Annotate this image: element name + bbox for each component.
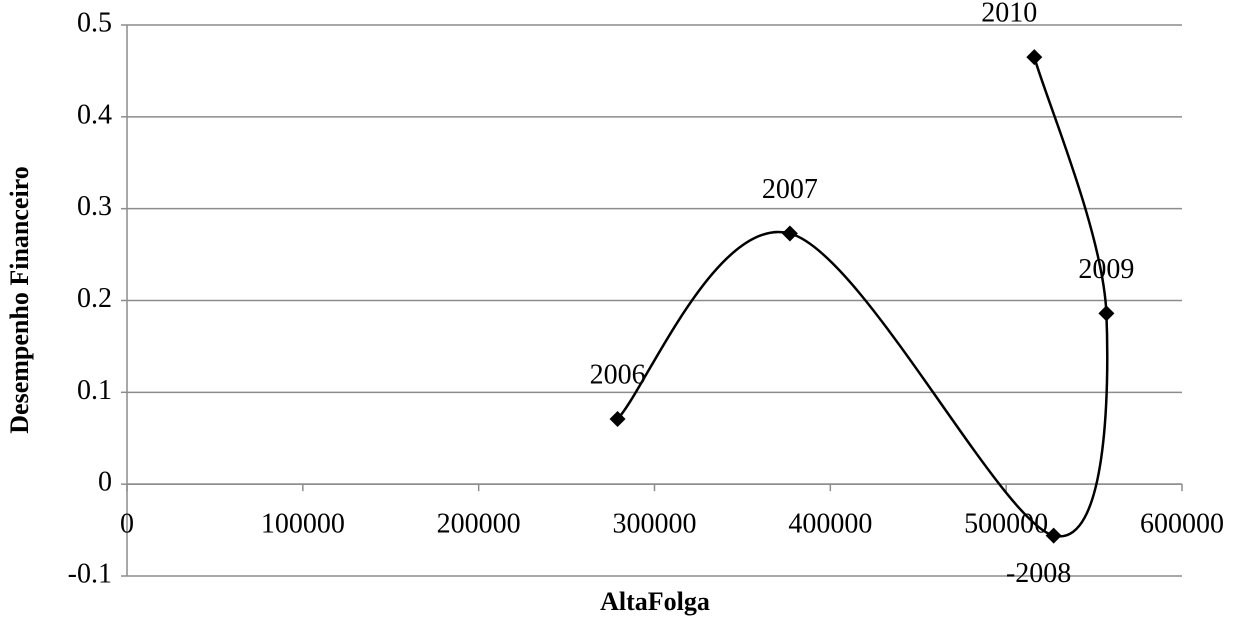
point-label: 2006: [590, 359, 646, 390]
y-tick-label: -0.1: [68, 558, 112, 589]
x-tick-label: 200000: [437, 509, 521, 540]
point-label: 2007: [762, 174, 818, 205]
data-point: [1098, 305, 1115, 322]
data-point: [781, 225, 798, 242]
y-tick-label: 0.4: [77, 99, 112, 130]
point-label: -2008: [1006, 558, 1071, 589]
data-point: [609, 410, 626, 427]
data-point: [1045, 527, 1062, 544]
y-tick-label: 0.3: [77, 191, 112, 222]
point-label: 2009: [1078, 254, 1134, 285]
y-tick-label: 0.2: [77, 283, 112, 314]
data-line: [616, 56, 1109, 538]
x-tick-label: 300000: [613, 509, 697, 540]
y-tick-label: 0.5: [77, 7, 112, 38]
x-tick-label: 0: [120, 509, 134, 540]
x-tick-label: 100000: [261, 509, 345, 540]
point-label: 2010: [981, 0, 1037, 29]
data-point: [1026, 49, 1043, 66]
x-tick-label: 400000: [788, 509, 872, 540]
y-tick-label: 0: [98, 467, 112, 498]
x-axis-title: AltaFolga: [600, 587, 710, 616]
x-tick-label: 600000: [1140, 509, 1224, 540]
y-axis-title: Desempenho Financeiro: [5, 166, 34, 433]
y-tick-label: 0.1: [77, 375, 112, 406]
